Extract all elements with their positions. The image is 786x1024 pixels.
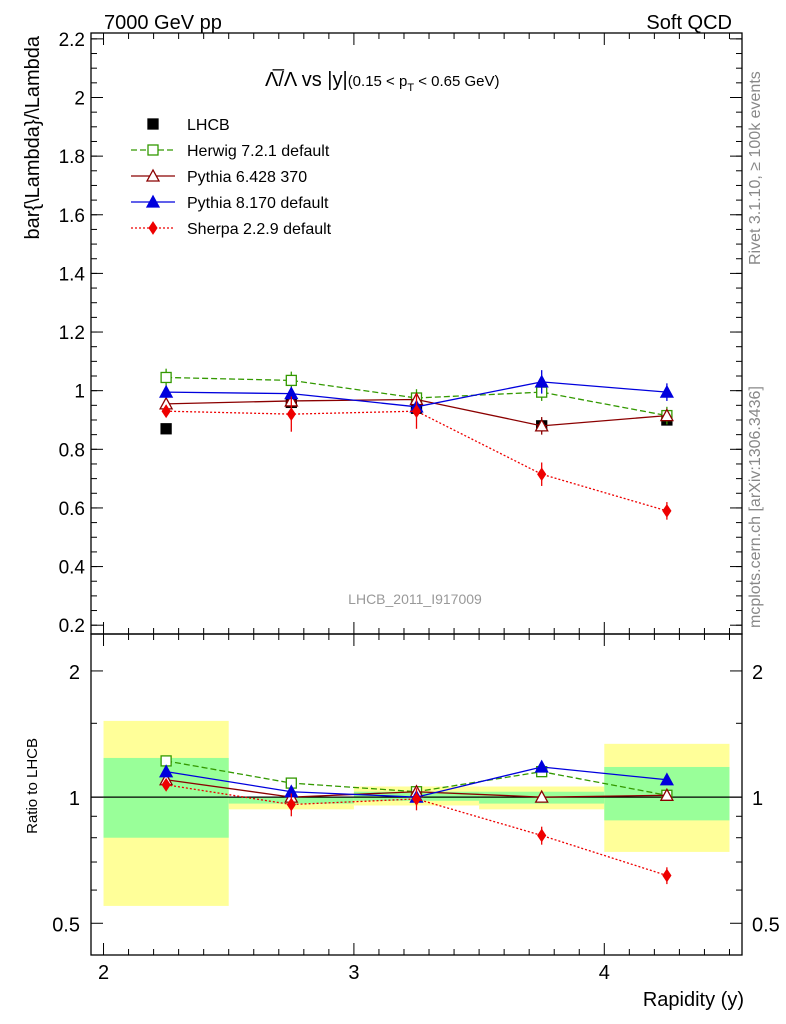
legend-item: LHCB	[147, 117, 230, 134]
main-ytick-label: 1.4	[59, 264, 86, 285]
legend-marker	[145, 194, 161, 208]
ratio-data-point	[534, 789, 549, 803]
legend-label: Pythia 8.170 default	[187, 195, 329, 212]
ratio-data-point	[662, 868, 672, 883]
rivet-label: Rivet 3.1.10, ≥ 100k events	[747, 71, 764, 265]
ratio-ytick-label: 0.5	[52, 914, 80, 936]
main-data-point	[159, 384, 174, 398]
main-ytick-label: 1.6	[59, 206, 85, 227]
main-data-point	[160, 371, 172, 384]
mcplots-label: mcplots.cern.ch [arXiv:1306.3436]	[747, 386, 764, 628]
main-data-point	[411, 404, 422, 419]
main-ytick-label: 1.8	[59, 147, 85, 168]
main-data-point	[659, 408, 674, 422]
main-ytick-label: 0.6	[59, 499, 85, 520]
main-series-line	[166, 376, 668, 417]
main-title: Λ̅/Λ vs |y|(0.15 < pT < 0.65 GeV)	[265, 68, 500, 94]
ratio-frame	[90, 633, 743, 956]
main-data-point	[662, 503, 672, 518]
ratio-ytick-label-right: 0.5	[752, 914, 780, 936]
ratio-xtick-label: 2	[98, 962, 109, 984]
legend-marker	[148, 221, 158, 235]
legend-label: Herwig 7.2.1 default	[187, 143, 330, 160]
main-ytick-label: 0.4	[59, 558, 86, 579]
main-ytick-label: 2.2	[59, 30, 85, 51]
ratio-data-point	[161, 777, 171, 792]
analysis-watermark: LHCB_2011_I917009	[348, 591, 482, 607]
ratio-xtick-label: 3	[348, 962, 359, 984]
main-ytick-label: 0.2	[59, 616, 85, 637]
legend-item: Sherpa 2.2.9 default	[131, 221, 332, 238]
ratio-series-3	[161, 777, 672, 885]
main-title-suffix: (0.15 < p	[348, 73, 408, 90]
main-title-end: < 0.65 GeV)	[414, 73, 499, 90]
main-series-4	[161, 393, 672, 520]
legend-item: Pythia 6.428 370	[131, 168, 307, 186]
legend: LHCB Herwig 7.2.1 default Pythia 6.428 370…	[131, 117, 332, 238]
main-title-sub: T	[407, 82, 414, 94]
ratio-data-point	[411, 792, 422, 806]
main-data-point	[534, 374, 549, 388]
main-data-point	[161, 404, 171, 419]
legend-label: Sherpa 2.2.9 default	[187, 221, 332, 238]
ratio-ytick-label: 2	[69, 662, 80, 684]
main-ytick-label: 1	[74, 382, 85, 403]
legend-item: Pythia 8.170 default	[131, 194, 329, 212]
ratio-data-point	[537, 828, 547, 843]
ratio-data-point	[534, 759, 549, 773]
main-ytick-label: 0.8	[59, 440, 85, 461]
ratio-xlabel: Rapidity (y)	[643, 989, 744, 1011]
main-data-point	[160, 423, 172, 435]
ratio-ytick-label-right: 2	[752, 662, 763, 684]
ratio-panel: 0.5 0.5 1 1 2 2 2 3 4	[52, 633, 780, 984]
main-data-point	[286, 407, 296, 422]
main-data-point	[659, 384, 674, 398]
ratio-xtick-label: 4	[599, 962, 610, 984]
header-right: Soft QCD	[646, 12, 732, 34]
main-data-point	[534, 418, 549, 432]
legend-item: Herwig 7.2.1 default	[131, 143, 330, 160]
ratio-ytick-label: 1	[69, 788, 80, 810]
legend-label: Pythia 6.428 370	[187, 169, 307, 186]
ratio-data-point	[659, 787, 674, 801]
ratio-ytick-label-right: 1	[752, 788, 763, 810]
main-ytick-label: 1.2	[59, 323, 85, 344]
ratio-ylabel: Ratio to LHCB	[24, 738, 41, 834]
legend-label: LHCB	[187, 117, 230, 134]
ratio-data-point	[659, 772, 674, 786]
ratio-data-point	[286, 797, 296, 812]
main-data-point	[285, 374, 297, 387]
main-ylabel: bar{\Lambda}/\Lambda	[22, 35, 44, 239]
ratio-data-point	[159, 764, 174, 778]
main-panel: 0.2 0.4 0.6 0.8 1 1.2 1.4 1.6 1.8 2 2.2	[59, 30, 743, 637]
legend-marker	[145, 168, 161, 182]
main-data-point	[537, 467, 547, 482]
header-left: 7000 GeV pp	[104, 12, 222, 34]
legend-marker	[147, 144, 159, 156]
main-title-main: Λ̅/Λ vs |y|	[265, 68, 348, 91]
legend-marker	[147, 118, 159, 130]
main-ytick-label: 2	[74, 88, 85, 109]
